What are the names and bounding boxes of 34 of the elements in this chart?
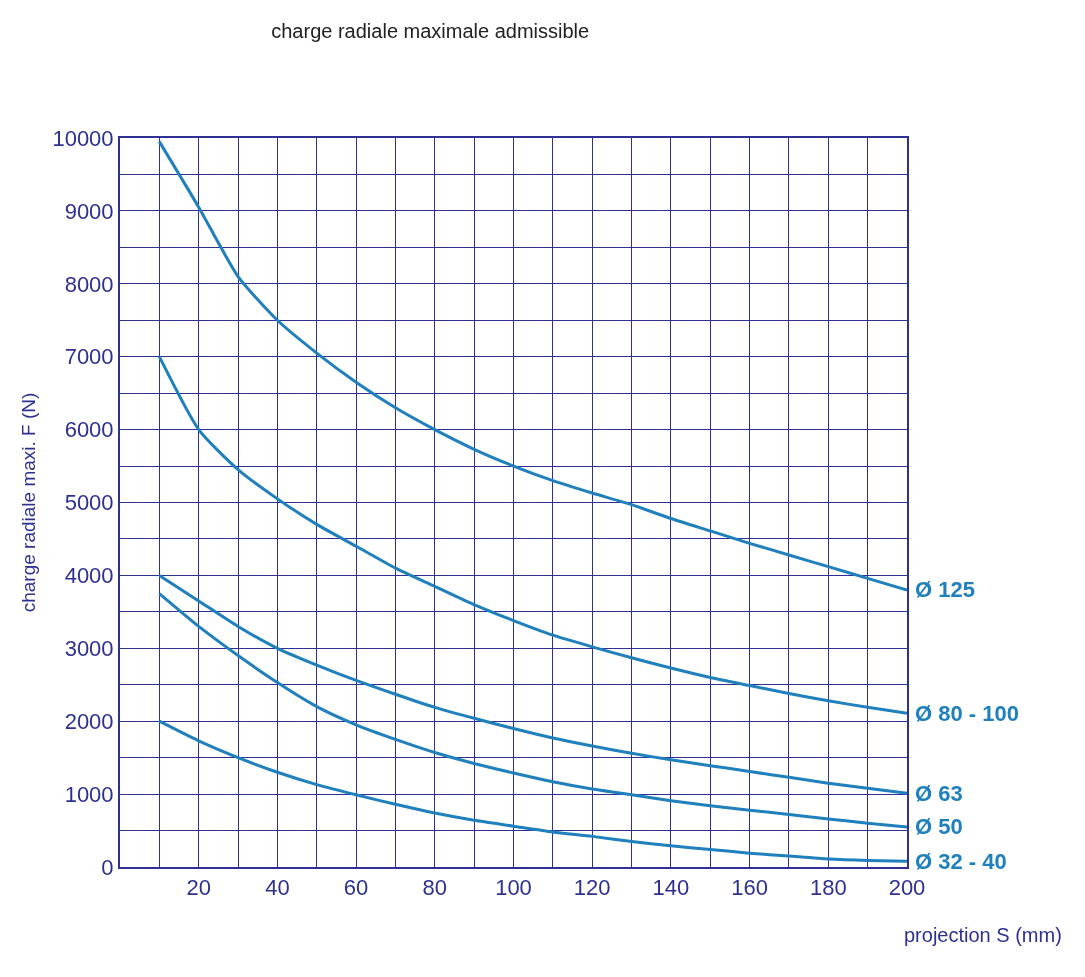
y-tick-label: 1000: [64, 781, 114, 807]
y-tick-label: 6000: [64, 417, 114, 443]
y-tick-label: 8000: [64, 271, 114, 297]
line-series: [157, 592, 907, 829]
y-tick-label: 3000: [64, 636, 114, 661]
y-axis-title: charge radiale maxi. F (N): [17, 392, 39, 613]
x-tick-label: 20: [186, 875, 211, 901]
x-tick-label: 80: [422, 875, 448, 901]
x-tick-label: 160: [731, 875, 768, 901]
y-tick-label: 4000: [64, 563, 114, 589]
y-tick-label: 2000: [64, 708, 114, 734]
line-series: [157, 719, 907, 863]
x-tick-label: 120: [573, 875, 611, 901]
y-tick-label: 10000: [52, 125, 114, 151]
line-series: [157, 140, 907, 592]
x-tick-label: 60: [343, 875, 369, 901]
x-tick-label: 180: [809, 875, 847, 901]
x-axis-title: projection S (mm): [904, 924, 1062, 946]
x-tick-label: 140: [652, 875, 690, 901]
y-tick-label: 5000: [64, 490, 114, 516]
line-series: [157, 573, 907, 795]
series-label: Ø 50: [915, 814, 963, 839]
y-tick-label: 9000: [64, 198, 114, 224]
y-tick-label: 7000: [64, 344, 114, 370]
x-tick-label: 40: [265, 875, 290, 901]
y-tick-label: 0: [101, 854, 114, 880]
chart-title: charge radiale maximale admissible: [271, 20, 590, 43]
line-series: [157, 355, 907, 715]
series-label: Ø 63: [915, 781, 963, 806]
series-label: Ø 125: [915, 577, 975, 602]
x-tick-label: 200: [888, 875, 926, 901]
x-tick-label: 100: [495, 875, 532, 901]
series-label: Ø 32 - 40: [915, 849, 1007, 874]
series-label: Ø 80 - 100: [915, 701, 1019, 726]
